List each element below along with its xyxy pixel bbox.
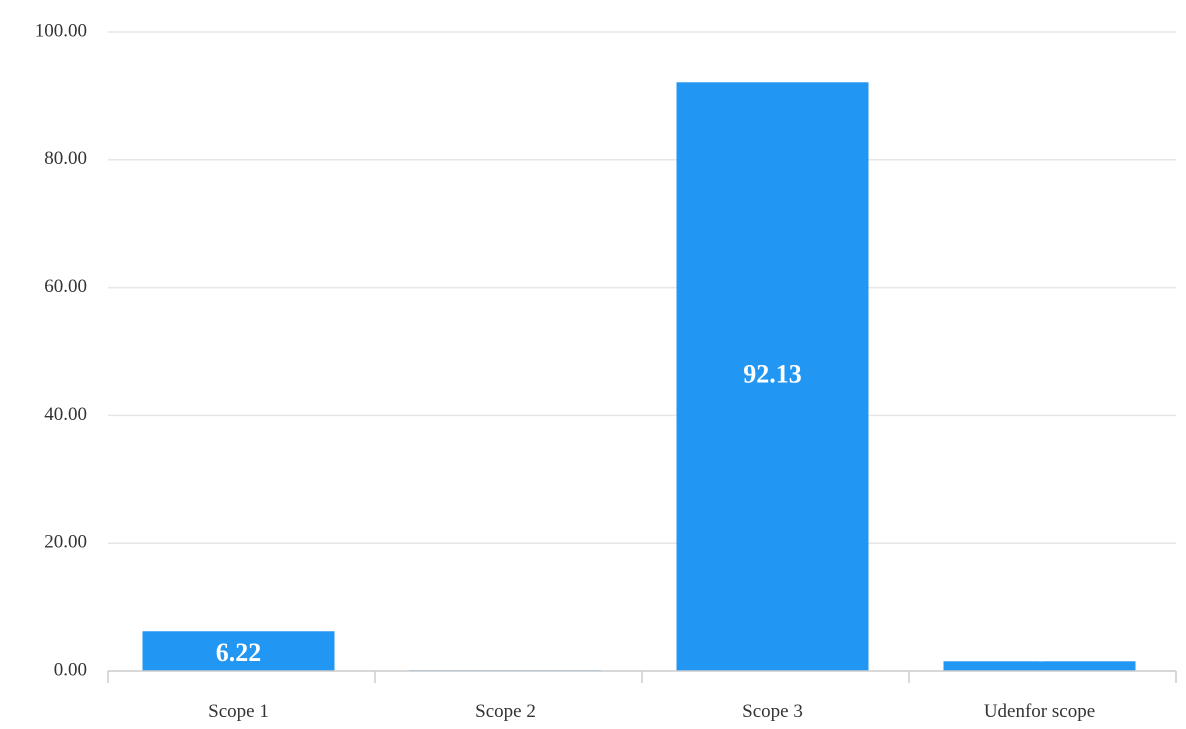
gridlines bbox=[108, 31, 1176, 544]
y-tick-label: 80.00 bbox=[44, 148, 87, 169]
x-tick-label: Scope 3 bbox=[742, 701, 803, 722]
bars bbox=[142, 82, 1136, 672]
y-tick-label: 40.00 bbox=[44, 404, 87, 425]
y-axis-tick-labels: 0.00 20.00 40.00 60.00 80.00 100.00 bbox=[35, 20, 87, 680]
y-tick-label: 60.00 bbox=[44, 276, 87, 297]
x-axis-tick-labels: Scope 1 Scope 2 Scope 3 Udenfor scope bbox=[208, 701, 1095, 722]
y-tick-label: 20.00 bbox=[44, 532, 87, 553]
x-tick-label: Udenfor scope bbox=[984, 701, 1095, 722]
x-tick-label: Scope 1 bbox=[208, 701, 269, 722]
bar-scope-1 bbox=[142, 631, 335, 671]
bar-value-labels: 6.22 92.13 1.52 bbox=[216, 360, 1063, 667]
bar-value-label: 1.52 bbox=[1017, 638, 1063, 667]
x-tick-label: Scope 2 bbox=[475, 701, 536, 722]
bar-udenfor-scope bbox=[943, 661, 1136, 671]
y-tick-label: 0.00 bbox=[54, 659, 87, 680]
x-axis bbox=[107, 670, 1177, 683]
bar-value-label: 92.13 bbox=[743, 360, 802, 389]
y-tick-label: 100.00 bbox=[35, 20, 87, 41]
bar-scope-3 bbox=[676, 82, 869, 671]
bar-value-label: 6.22 bbox=[216, 638, 262, 667]
